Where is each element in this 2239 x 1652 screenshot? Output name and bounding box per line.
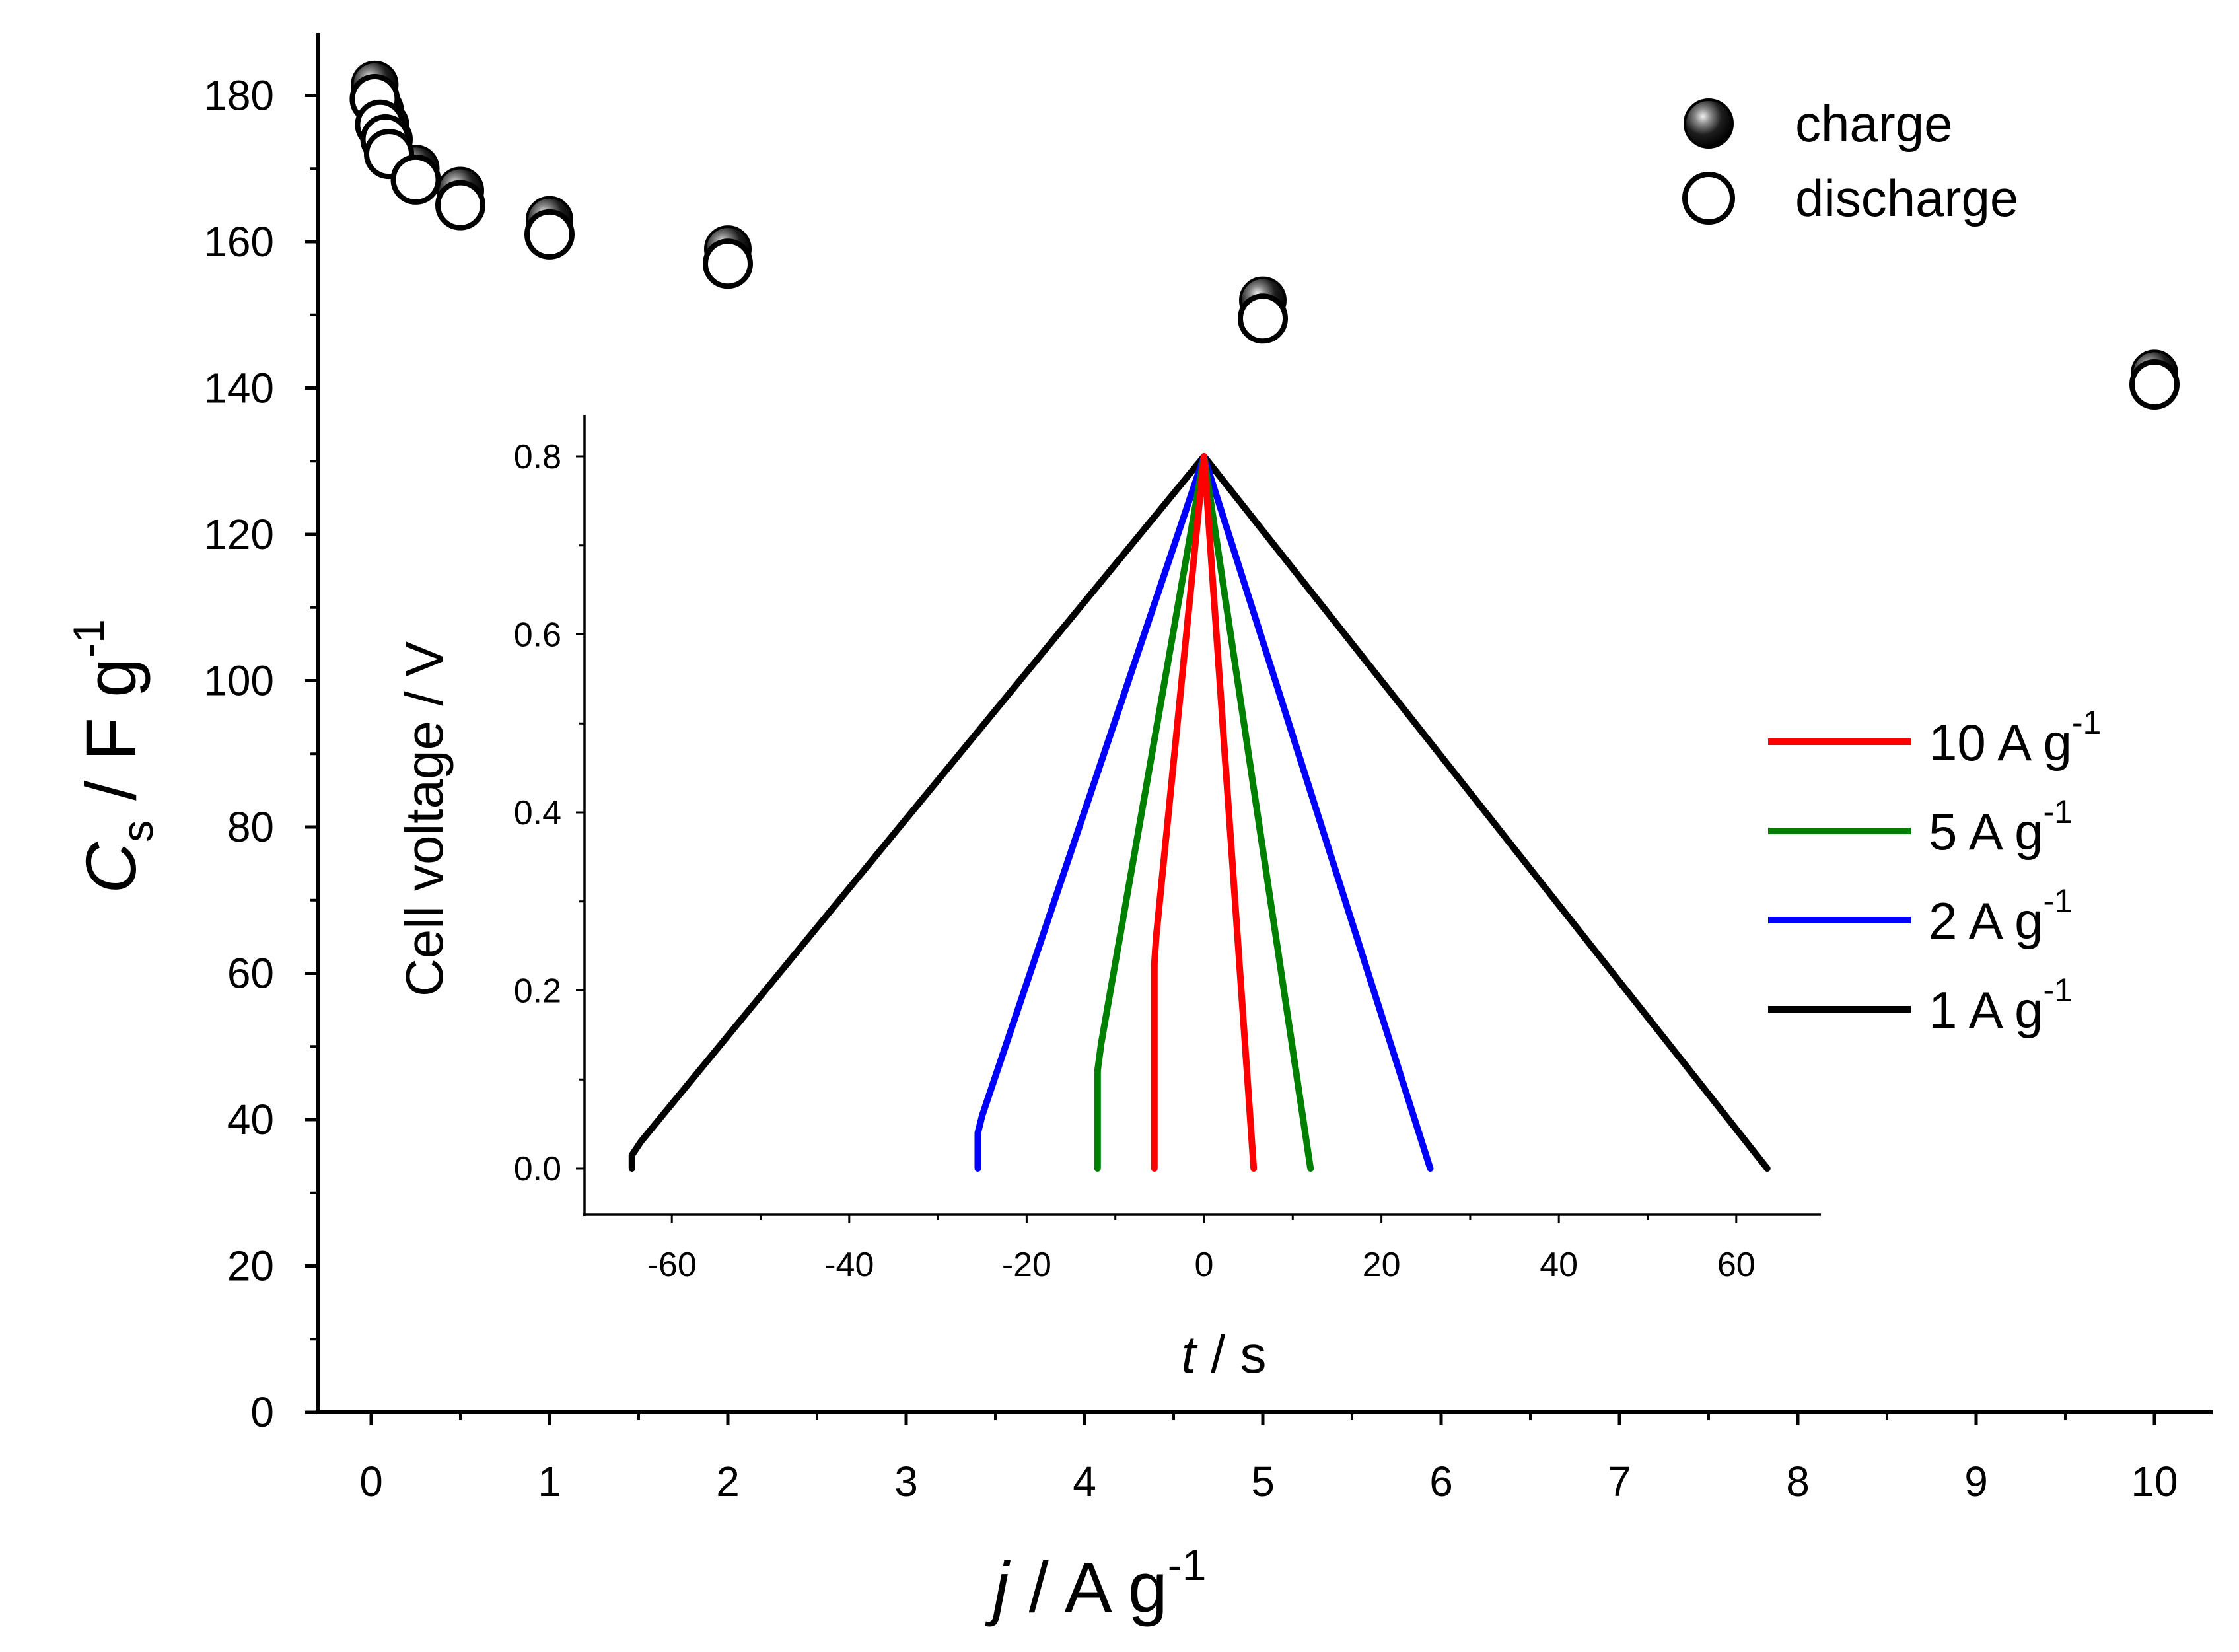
main-y-axis-title: Cs / F g-1	[64, 619, 162, 894]
legend-charge-marker	[1684, 98, 1734, 149]
inset-y-axis-title: Cell voltage / V	[395, 641, 454, 997]
main-x-exp: -1	[1168, 1540, 1207, 1589]
inset-legend-exp: -1	[2044, 972, 2073, 1009]
inset-legend-text: 1 A g	[1929, 981, 2044, 1039]
inset-series	[628, 453, 1771, 1172]
inset-y-tick-label: 0.6	[514, 616, 561, 655]
inset-legend-exp: -1	[2044, 793, 2073, 830]
inset-x-var: t	[1182, 1325, 1198, 1384]
main-y-tick-label: 80	[227, 803, 274, 851]
main-x-unit: / A g	[1029, 1547, 1168, 1627]
inset-plot: 0.0 0.2 0.4 0.6 0.8 -60 -40 -20 0 20 40 60 t / s C…	[395, 415, 2101, 1384]
discharge-point	[1238, 293, 1288, 344]
main-x-tick-label: 0	[359, 1458, 383, 1505]
main-x-tick-label: 10	[2131, 1458, 2178, 1505]
main-y-tick-label: 20	[227, 1242, 274, 1290]
inset-y-tick-label: 0.4	[514, 794, 561, 832]
inset-x-tick-label: -60	[647, 1246, 697, 1284]
inset-line-5-A-g	[1094, 453, 1314, 1172]
main-y-ticks: 0 20 40 60 80 100 120 140 160 180	[203, 72, 318, 1436]
discharge-point	[703, 238, 753, 289]
inset-legend-text: 2 A g	[1929, 892, 2044, 950]
main-x-var: j	[985, 1547, 1011, 1627]
main-axes: 0 20 40 60 80 100 120 140 160 180 0 1 2 3 4 5 6 7 8 9 10	[203, 33, 2213, 1505]
main-legend: charge discharge	[1682, 94, 2018, 227]
main-y-tick-label: 120	[203, 511, 274, 558]
main-x-tick-label: 9	[1964, 1458, 1988, 1505]
inset-x-tick-label: 0	[1195, 1246, 1214, 1284]
inset-y-tick-label: 0.0	[514, 1150, 561, 1188]
discharge-point	[2129, 359, 2180, 410]
main-x-tick-label: 6	[1429, 1458, 1453, 1505]
main-y-tick-label: 140	[203, 365, 274, 412]
legend-charge-label: charge	[1795, 94, 1953, 153]
discharge-point	[524, 209, 575, 260]
inset-legend-label: 2 A g-1	[1929, 882, 2073, 950]
series-discharge	[349, 74, 2180, 410]
inset-line-1-A-g	[628, 453, 1771, 1172]
main-y-tick-label: 180	[203, 72, 274, 120]
main-x-tick-label: 5	[1251, 1458, 1275, 1505]
discharge-point	[435, 180, 485, 231]
main-y-tick-label: 160	[203, 218, 274, 266]
main-x-tick-label: 2	[716, 1458, 740, 1505]
main-x-tick-label: 3	[894, 1458, 918, 1505]
main-x-tick-label: 7	[1608, 1458, 1631, 1505]
inset-x-tick-label: 20	[1363, 1246, 1401, 1284]
main-x-tick-label: 1	[538, 1458, 561, 1505]
legend-discharge-marker	[1682, 172, 1735, 225]
inset-x-ticks: -60 -40 -20 0 20 40 60	[647, 1215, 1756, 1284]
main-x-tick-label: 8	[1786, 1458, 1810, 1505]
inset-legend-label: 5 A g-1	[1929, 793, 2073, 861]
inset-legend-exp: -1	[2072, 704, 2101, 741]
inset-legend-text: 10 A g	[1929, 713, 2072, 772]
main-x-tick-label: 4	[1073, 1458, 1096, 1505]
inset-x-unit: / s	[1211, 1325, 1266, 1384]
inset-legend-text: 5 A g	[1929, 803, 2044, 861]
main-y-tick-label: 60	[227, 950, 274, 997]
inset-y-tick-label: 0.8	[514, 438, 561, 476]
main-series	[349, 60, 2180, 410]
inset-x-tick-label: 40	[1540, 1246, 1578, 1284]
main-y-tick-label: 0	[250, 1388, 274, 1436]
inset-x-tick-label: -20	[1002, 1246, 1051, 1284]
main-y-sub: s	[113, 820, 162, 842]
inset-y-ticks: 0.0 0.2 0.4 0.6 0.8	[514, 438, 585, 1188]
inset-legend-exp: -1	[2044, 882, 2073, 919]
inset-y-tick-label: 0.2	[514, 972, 561, 1011]
main-y-unit: / F g	[71, 658, 151, 801]
main-y-exp: -1	[64, 619, 113, 658]
main-y-var: C	[71, 842, 151, 894]
inset-legend-label: 10 A g-1	[1929, 704, 2101, 772]
main-y-tick-label: 100	[203, 657, 274, 705]
inset-x-tick-label: 60	[1717, 1246, 1756, 1284]
main-x-ticks: 0 1 2 3 4 5 6 7 8 9 10	[359, 1412, 2178, 1505]
inset-x-tick-label: -40	[824, 1246, 874, 1284]
discharge-point	[390, 154, 441, 205]
main-x-axis-title: j / A g-1	[985, 1540, 1207, 1627]
inset-x-axis-title: t / s	[1182, 1325, 1267, 1384]
legend-discharge-label: discharge	[1795, 169, 2018, 227]
inset-line-10-A-g	[1151, 453, 1258, 1172]
main-y-tick-label: 40	[227, 1096, 274, 1143]
inset-legend-label: 1 A g-1	[1929, 972, 2073, 1039]
inset-legend: 10 A g-15 A g-12 A g-11 A g-1	[1768, 704, 2101, 1039]
inset-line-2-A-g	[974, 453, 1434, 1172]
